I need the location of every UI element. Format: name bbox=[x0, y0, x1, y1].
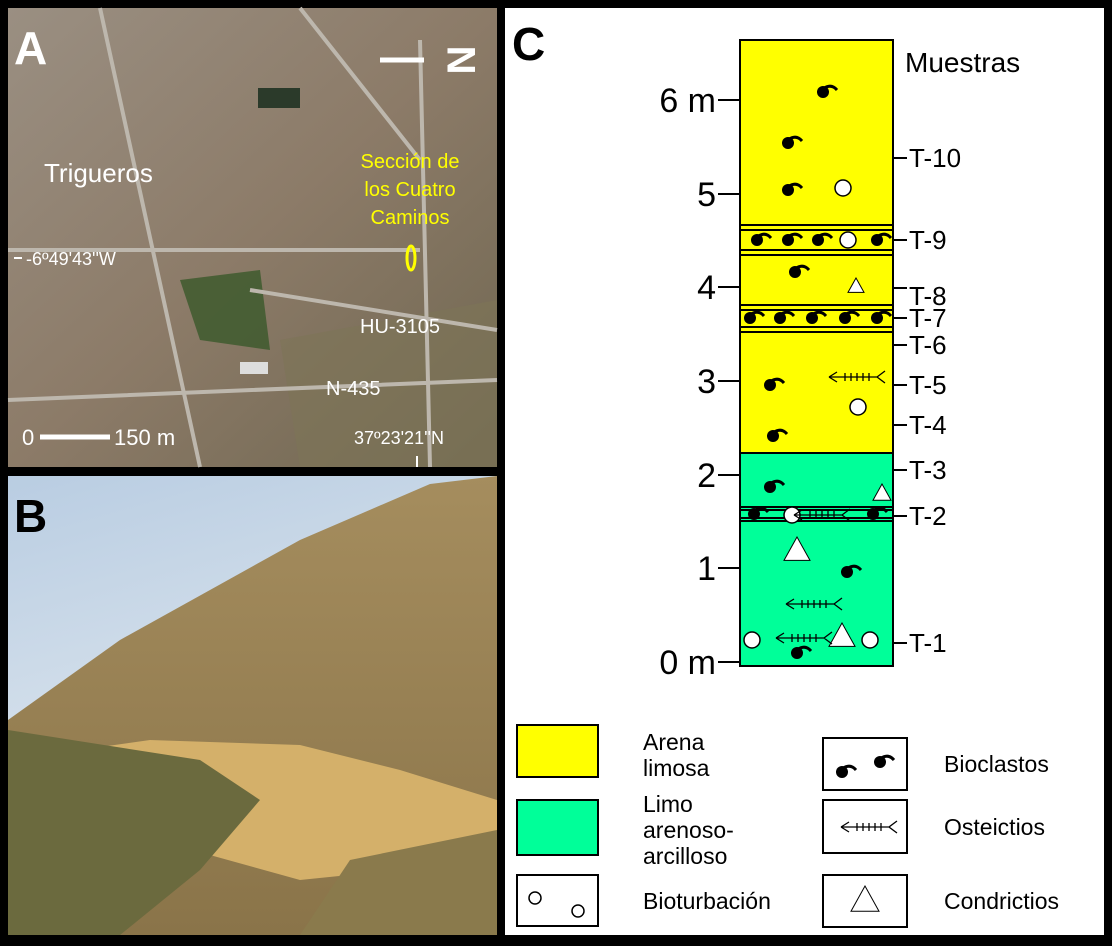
bioturbation-symbol bbox=[744, 632, 760, 648]
panel-label: A bbox=[14, 22, 47, 74]
legend-label: limosa bbox=[643, 755, 710, 781]
town-label: Trigueros bbox=[44, 158, 153, 188]
bioturbation-symbol bbox=[572, 905, 584, 917]
depth-label: 6 m bbox=[659, 82, 716, 120]
bioturbation-symbol bbox=[840, 232, 856, 248]
legend-label: Bioclastos bbox=[944, 751, 1049, 777]
latitude-label: 37º23'21''N bbox=[354, 428, 444, 448]
sample-label: T-1 bbox=[909, 628, 947, 658]
section-label: Caminos bbox=[371, 207, 450, 229]
panel-label: B bbox=[14, 490, 47, 542]
road-label: HU-3105 bbox=[360, 316, 440, 338]
bioturbation-symbol bbox=[529, 892, 541, 904]
samples-header: Muestras bbox=[905, 47, 1020, 78]
bioturbation-symbol bbox=[850, 399, 866, 415]
panel-label: C bbox=[512, 18, 545, 70]
sample-label: T-9 bbox=[909, 225, 947, 255]
depth-label: 0 m bbox=[659, 644, 716, 682]
depth-label: 3 bbox=[697, 363, 716, 401]
sample-label: T-3 bbox=[909, 455, 947, 485]
road-label: N-435 bbox=[326, 378, 380, 400]
sample-label: T-4 bbox=[909, 410, 947, 440]
outcrop-photo bbox=[8, 476, 497, 935]
bioturbation-symbol bbox=[862, 632, 878, 648]
north-arrow-label: N bbox=[438, 46, 482, 75]
legend-label: Bioturbación bbox=[643, 888, 771, 914]
section-label: Sección de bbox=[361, 151, 460, 173]
legend-label: arenoso- bbox=[643, 817, 734, 843]
sample-label: T-5 bbox=[909, 370, 947, 400]
bioturbation-symbol bbox=[835, 180, 851, 196]
aerial-photo bbox=[8, 8, 497, 467]
sample-label: T-6 bbox=[909, 330, 947, 360]
scale-label: 150 m bbox=[114, 425, 175, 450]
legend-label: Limo bbox=[643, 791, 693, 817]
depth-label: 1 bbox=[697, 550, 716, 588]
depth-label: 5 bbox=[697, 176, 716, 214]
legend-label: arcilloso bbox=[643, 843, 727, 869]
scale-label: 0 bbox=[22, 425, 34, 450]
longitude-label: -6º49'43''W bbox=[26, 249, 116, 269]
depth-label: 4 bbox=[697, 269, 716, 307]
sample-label: T-10 bbox=[909, 143, 961, 173]
legend-label: Osteictios bbox=[944, 814, 1045, 840]
legend-label: Condrictios bbox=[944, 888, 1059, 914]
depth-label: 2 bbox=[697, 457, 716, 495]
stratigraphic-column bbox=[740, 40, 893, 666]
section-label: los Cuatro bbox=[364, 179, 455, 201]
sample-label: T-8 bbox=[909, 281, 947, 311]
legend-label: Arena bbox=[643, 729, 705, 755]
sample-label: T-2 bbox=[909, 501, 947, 531]
figure: A Trigueros Sección de los Cuatro Camino… bbox=[0, 0, 1112, 941]
